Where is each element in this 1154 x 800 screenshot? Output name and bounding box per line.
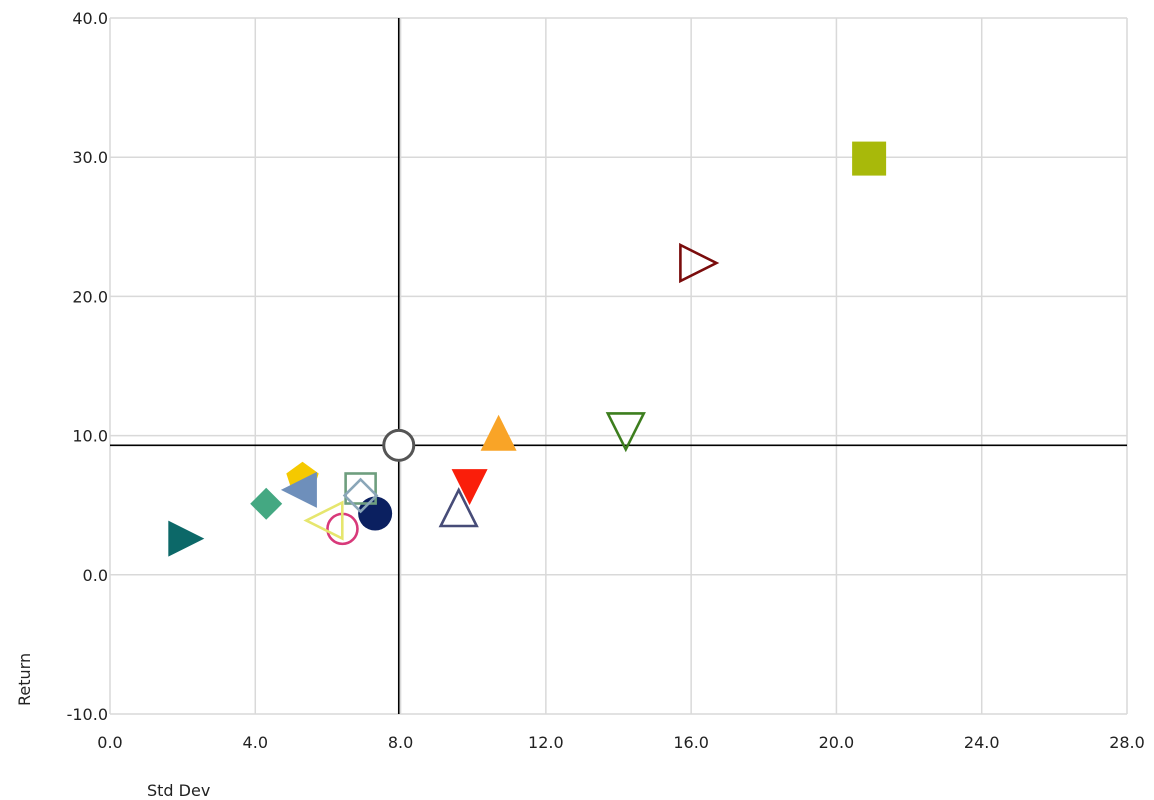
data-point [303, 500, 344, 541]
x-tick-label: 8.0 [388, 733, 413, 752]
x-axis-title: Std Dev [147, 781, 210, 800]
data-point [382, 428, 416, 462]
grid-lines [109, 17, 1128, 715]
data-point [605, 412, 646, 453]
x-tick-label: 28.0 [1109, 733, 1145, 752]
y-axis-tick-labels: -10.0 10.0 20.0 30.0 0.0 40.0 [67, 9, 108, 724]
y-tick-label: 40.0 [72, 9, 108, 28]
x-tick-label: 4.0 [243, 733, 268, 752]
y-tick-label: 10.0 [72, 427, 108, 446]
data-point [280, 471, 317, 508]
data-point [480, 414, 517, 451]
data-point [344, 472, 377, 505]
data-point [438, 487, 479, 528]
x-tick-label: 20.0 [819, 733, 855, 752]
data-point [451, 469, 488, 506]
y-tick-label: 30.0 [72, 148, 108, 167]
y-tick-label: -10.0 [67, 705, 108, 724]
x-tick-label: 12.0 [528, 733, 564, 752]
data-point [679, 242, 720, 284]
data-point [852, 141, 887, 176]
data-points [168, 141, 887, 557]
y-tick-label: 20.0 [72, 287, 108, 306]
data-point [250, 487, 283, 520]
data-point [342, 477, 379, 514]
y-axis-title: Return [15, 653, 34, 706]
x-tick-label: 24.0 [964, 733, 1000, 752]
reference-lines [110, 18, 1127, 714]
data-point [168, 520, 205, 557]
x-axis-tick-labels: 0.0 4.0 8.0 12.0 16.0 20.0 24.0 28.0 [97, 733, 1145, 752]
y-tick-label: 0.0 [83, 566, 108, 585]
x-tick-label: 16.0 [673, 733, 709, 752]
x-tick-label: 0.0 [97, 733, 122, 752]
